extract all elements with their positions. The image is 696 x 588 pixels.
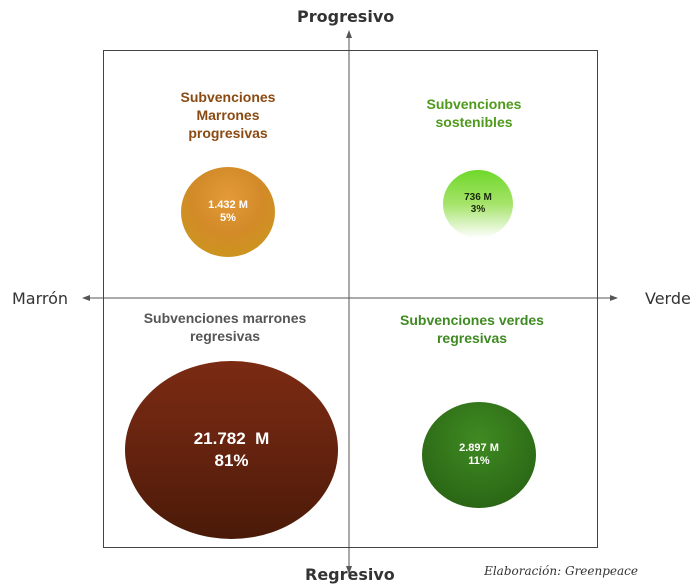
bubble-value: 1.432 M	[208, 199, 248, 211]
axis-label-right: Verde	[645, 289, 691, 308]
quadrant-title-brown-regressive: Subvenciones marrones regresivas	[126, 309, 324, 345]
title-line: Subvenciones verdes	[400, 312, 544, 328]
quadrant-title-brown-progressive: Subvenciones Marrones progresivas	[160, 88, 296, 142]
bubble-share: 81%	[214, 451, 249, 470]
credit-text: Elaboración: Greenpeace	[484, 564, 638, 578]
bubble-value: 736 M	[464, 192, 492, 203]
title-line: Marrones	[196, 107, 260, 123]
bubble-share: 11%	[468, 455, 490, 467]
axis-arrow-left	[82, 295, 90, 301]
title-line: Subvenciones	[180, 89, 276, 105]
quadrant-title-green-regressive: Subvenciones verdes regresivas	[389, 311, 555, 347]
bubble-value: 2.897 M	[459, 442, 499, 454]
bubble-brown-progressive: 1.432 M 5%	[181, 167, 275, 257]
title-line: regresivas	[436, 330, 508, 346]
bubble-sustainable: 736 M 3%	[443, 170, 513, 238]
axis-arrow-down	[346, 566, 352, 574]
bubble-value: 21.782 M	[193, 429, 270, 448]
quadrant-title-sustainable: Subvenciones sostenibles	[404, 95, 544, 131]
title-line: Subvenciones marrones	[143, 310, 307, 326]
bubble-share: 3%	[470, 204, 486, 215]
title-line: regresivas	[189, 328, 261, 344]
title-line: sostenibles	[435, 114, 513, 130]
axis-arrow-right	[610, 295, 618, 301]
axis-label-top: Progresivo	[297, 7, 395, 26]
title-line: progresivas	[188, 125, 268, 141]
bubble-share: 5%	[220, 212, 236, 224]
quadrant-frame	[103, 50, 598, 548]
axis-arrow-up	[346, 30, 352, 38]
axis-label-left: Marrón	[12, 289, 69, 308]
bubble-green-regressive: 2.897 M 11%	[422, 402, 536, 508]
axis-label-bottom: Regresivo	[305, 565, 395, 584]
bubble-brown-regressive: 21.782 M 81%	[125, 361, 338, 539]
title-line: Subvenciones	[426, 96, 522, 112]
